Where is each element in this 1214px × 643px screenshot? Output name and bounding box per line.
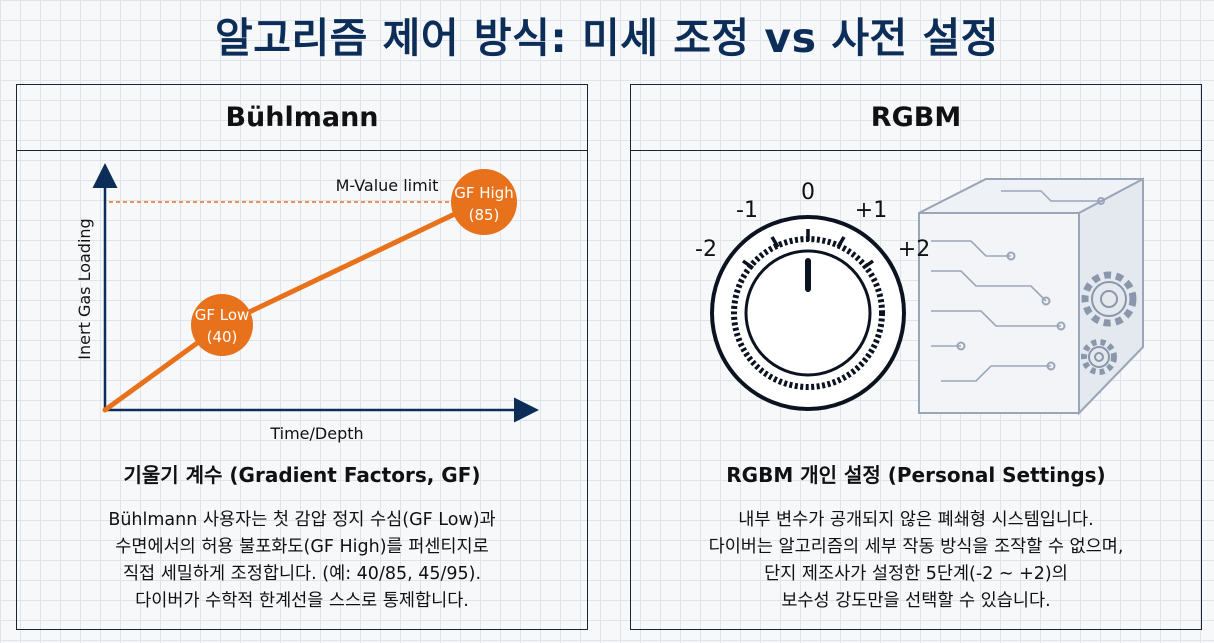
buhlmann-desc-line: 직접 세밀하게 조정합니다. (예: 40/85, 45/95). xyxy=(122,564,482,584)
rgbm-illustration: -2 -1 0 +1 +2 xyxy=(695,177,1144,416)
gf-low-value: (40) xyxy=(207,328,238,346)
page-title: 알고리즘 제어 방식: 미세 조정 vs 사전 설정 xyxy=(215,14,999,62)
conservatism-dial-icon xyxy=(710,215,906,411)
dial-label-plus-1: +1 xyxy=(855,198,887,223)
gf-high-label: GF High xyxy=(454,184,514,202)
buhlmann-subtitle: 기울기 계수 (Gradient Factors, GF) xyxy=(123,463,481,487)
rgbm-desc-line: 보수성 강도만을 선택할 수 있습니다. xyxy=(781,591,1051,611)
rgbm-description: 내부 변수가 공개되지 않은 폐쇄형 시스템입니다. 다이버는 알고리즘의 세부… xyxy=(631,507,1201,615)
dial-label-minus-1: -1 xyxy=(736,198,758,223)
gradient-factor-chart: M-Value limit GF Low (40) GF High (85) I… xyxy=(75,163,539,443)
m-value-label: M-Value limit xyxy=(336,176,439,195)
buhlmann-panel: Bühlmann M-Value limit GF Low (40) GF Hi… xyxy=(16,84,588,630)
dial-label-zero: 0 xyxy=(801,180,815,205)
dial-label-minus-2: -2 xyxy=(695,237,717,262)
dial-label-plus-2: +2 xyxy=(898,237,930,262)
gf-high-value: (85) xyxy=(469,206,500,224)
gradient-factor-line xyxy=(102,199,483,413)
rgbm-header: RGBM xyxy=(631,85,1201,151)
buhlmann-desc-line: 수면에서의 허용 불포화도(GF High)를 퍼센티지로 xyxy=(115,537,489,557)
buhlmann-description: Bühlmann 사용자는 첫 감압 정지 수심(GF Low)과 수면에서의 … xyxy=(17,507,587,615)
rgbm-panel: RGBM xyxy=(630,84,1202,630)
buhlmann-desc-line: Bühlmann 사용자는 첫 감압 정지 수심(GF Low)과 xyxy=(108,510,496,530)
y-axis-label: Inert Gas Loading xyxy=(75,218,94,359)
buhlmann-header: Bühlmann xyxy=(17,85,587,151)
buhlmann-desc-line: 다이버가 수학적 한계선을 스스로 통제합니다. xyxy=(135,591,469,611)
gear-icon xyxy=(1081,339,1117,375)
rgbm-desc-line: 단지 제조사가 설정한 5단계(-2 ~ +2)의 xyxy=(764,564,1068,584)
gf-high-marker xyxy=(451,169,517,235)
gear-icon xyxy=(1081,271,1137,327)
rgbm-subtitle: RGBM 개인 설정 (Personal Settings) xyxy=(726,463,1106,487)
rgbm-desc-line: 내부 변수가 공개되지 않은 폐쇄형 시스템입니다. xyxy=(738,510,1094,530)
gf-low-label: GF Low xyxy=(195,306,250,324)
rgbm-desc-line: 다이버는 알고리즘의 세부 작동 방식을 조작할 수 없으며, xyxy=(708,537,1124,557)
x-axis-label: Time/Depth xyxy=(269,424,363,443)
gf-low-marker xyxy=(191,294,253,356)
